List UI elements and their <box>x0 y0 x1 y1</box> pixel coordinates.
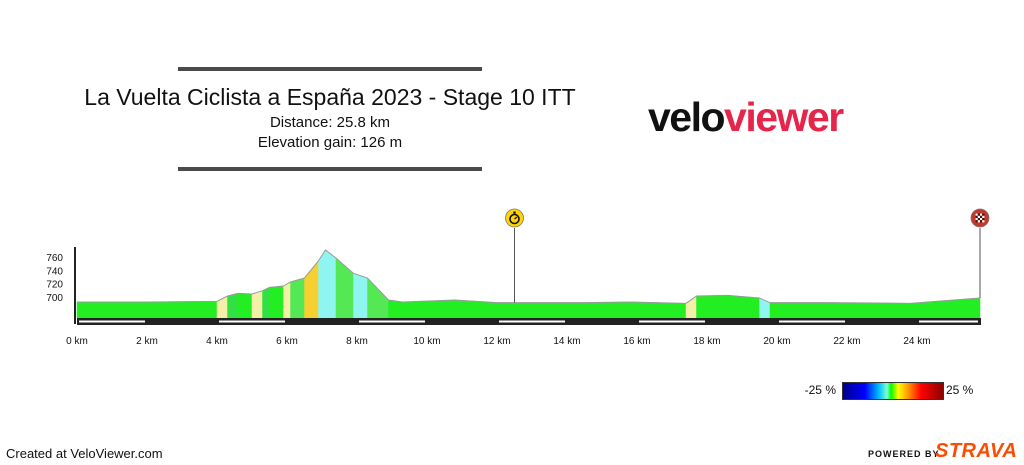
x-tick-label: 4 km <box>206 336 228 347</box>
logo-part-velo: velo <box>648 94 726 140</box>
y-tick-label: 720 <box>46 280 63 291</box>
profile-segment <box>318 249 326 319</box>
strava-logo: STRAVA <box>935 440 1018 462</box>
profile-segment <box>237 293 253 319</box>
legend-gradient-bar <box>842 382 944 400</box>
x-tick-label: 14 km <box>553 336 580 347</box>
profile-segment <box>367 277 389 319</box>
profile-segment <box>496 302 585 319</box>
legend-min-label: -25 % <box>804 383 836 397</box>
profile-segment <box>146 301 218 319</box>
road-stripe <box>919 320 978 323</box>
x-tick-label: 18 km <box>693 336 720 347</box>
x-tick-label: 0 km <box>66 336 88 347</box>
title-bottom-rule <box>178 167 482 171</box>
road-stripe <box>359 320 425 323</box>
profile-segment <box>283 281 291 319</box>
legend-max-label: 25 % <box>946 383 974 397</box>
elevation-gain-label: Elevation gain: 126 m <box>257 134 403 151</box>
profile-segment <box>269 285 284 319</box>
profile-segment <box>696 295 729 319</box>
profile-segment <box>402 299 456 319</box>
road-stripe <box>499 320 565 323</box>
x-tick-label: 10 km <box>413 336 440 347</box>
y-tick-label: 740 <box>46 266 63 277</box>
profile-segment <box>727 295 760 319</box>
profile-segment <box>388 299 403 319</box>
road-stripe <box>79 320 145 323</box>
profile-segment <box>759 297 771 319</box>
profile-segment <box>290 277 305 319</box>
profile-segment <box>262 286 270 319</box>
road-stripe <box>639 320 705 323</box>
x-tick-label: 20 km <box>763 336 790 347</box>
profile-segment <box>325 249 337 319</box>
profile-outline <box>77 249 981 304</box>
x-tick-label: 24 km <box>903 336 930 347</box>
profile-segment <box>584 301 631 319</box>
distance-label: Distance: 25.8 km <box>269 114 391 131</box>
profile-segment <box>216 295 228 319</box>
y-tick-label: 700 <box>46 293 63 304</box>
x-tick-label: 8 km <box>346 336 368 347</box>
profile-segment <box>335 257 354 319</box>
x-tick-label: 12 km <box>483 336 510 347</box>
x-tick-label: 16 km <box>623 336 650 347</box>
page-title: La Vuelta Ciclista a España 2023 - Stage… <box>84 84 576 110</box>
profile-segment <box>769 302 830 319</box>
profile-segment <box>227 293 239 319</box>
profile-segment <box>76 301 148 319</box>
veloviewer-logo: veloviewer <box>648 94 844 141</box>
checkered-flag-icon <box>970 208 990 228</box>
profile-segment <box>829 302 911 319</box>
stopwatch-icon <box>505 208 524 228</box>
road-stripe <box>779 320 845 323</box>
x-tick-label: 22 km <box>833 336 860 347</box>
created-at-label: Created at VeloViewer.com <box>6 446 163 461</box>
profile-segment <box>251 290 263 319</box>
profile-segment <box>353 272 368 319</box>
title-top-rule <box>178 67 482 71</box>
logo-part-viewer: viewer <box>724 94 844 140</box>
elevation-profile-chart: 700 720 740 760 0 km 2 km 4 km 6 km 8 km 10 km 12… <box>46 208 990 347</box>
x-tick-label: 2 km <box>136 336 158 347</box>
gradient-legend: -25 % 25 % <box>790 381 990 401</box>
y-tick-label: 760 <box>46 253 63 264</box>
road-stripe <box>219 320 285 323</box>
powered-by-label: POWERED BY <box>868 449 940 459</box>
x-tick-label: 6 km <box>276 336 298 347</box>
profile-segment <box>629 301 687 319</box>
